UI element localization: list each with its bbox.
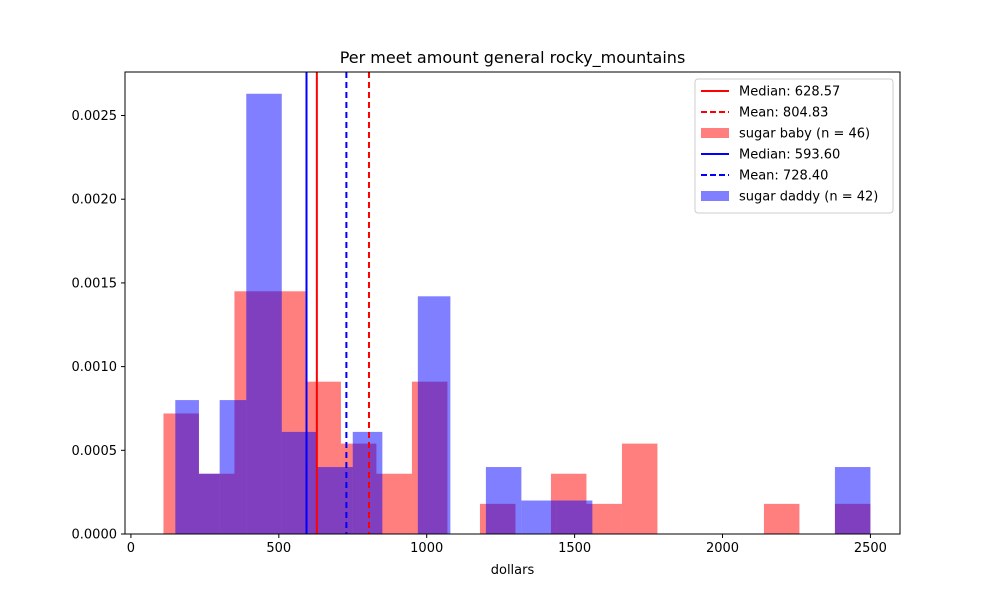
histogram-bar-sugar-baby-13 — [763, 503, 800, 534]
histogram-bar-sugar-daddy-3 — [246, 93, 282, 535]
y-tick-label: 0.0020 — [72, 193, 118, 208]
histogram-bar-sugar-daddy-7 — [417, 296, 451, 534]
reference-lines-layer — [305, 72, 370, 534]
legend-label: Mean: 728.40 — [739, 169, 828, 184]
legend-label: sugar baby (n = 46) — [739, 127, 870, 142]
x-tick-label: 0 — [127, 541, 135, 556]
histogram-bar-sugar-baby-7 — [376, 473, 412, 534]
y-tick-label: 0.0000 — [72, 528, 118, 543]
x-axis-label: dollars — [491, 563, 535, 578]
x-tick-label: 500 — [266, 541, 291, 556]
x-tick-label: 1000 — [410, 541, 443, 556]
legend-patch-swatch — [701, 128, 729, 138]
histogram-bar-sugar-daddy-2 — [219, 400, 247, 534]
x-tick-label: 2500 — [854, 541, 887, 556]
legend-box — [694, 78, 894, 214]
legend-patch-swatch — [701, 191, 729, 201]
legend-label: Median: 628.57 — [739, 85, 840, 100]
y-tick-label: 0.0010 — [72, 360, 118, 375]
legend-label: Mean: 804.83 — [739, 106, 828, 121]
histogram-bar-sugar-daddy-0 — [175, 400, 199, 534]
histogram-bar-sugar-baby-0 — [163, 413, 176, 534]
x-tick-label: 2000 — [706, 541, 739, 556]
histogram-bar-sugar-daddy-6 — [352, 431, 383, 534]
histogram-bar-sugar-daddy-9 — [521, 500, 557, 534]
x-axis: 0 500 1000 1500 2000 2500 — [127, 534, 887, 556]
legend: Median: 628.57 Mean: 804.83 sugar baby (n … — [694, 78, 894, 214]
bars-layer — [163, 93, 871, 535]
legend-label: sugar daddy (n = 42) — [739, 190, 878, 205]
y-axis: 0.0000 0.0005 0.0010 0.0015 0.0020 0.0025 — [72, 109, 125, 543]
histogram-bar-sugar-daddy-4 — [281, 431, 318, 534]
histogram-bar-sugar-baby-12 — [621, 443, 658, 534]
y-tick-label: 0.0015 — [72, 276, 118, 291]
histogram-bar-sugar-daddy-8 — [485, 467, 522, 534]
y-tick-label: 0.0025 — [72, 109, 118, 124]
plot-frame — [124, 71, 901, 535]
histogram-bar-sugar-daddy-1 — [198, 473, 220, 534]
legend-label: Median: 593.60 — [739, 148, 840, 163]
histogram-bar-sugar-daddy-10 — [556, 500, 593, 534]
x-tick-label: 1500 — [558, 541, 591, 556]
chart-title: Per meet amount general rocky_mountains — [340, 48, 686, 68]
histogram-bar-sugar-daddy-5 — [317, 467, 353, 534]
y-tick-label: 0.0005 — [72, 444, 118, 459]
histogram-bar-sugar-daddy-11 — [834, 467, 871, 534]
